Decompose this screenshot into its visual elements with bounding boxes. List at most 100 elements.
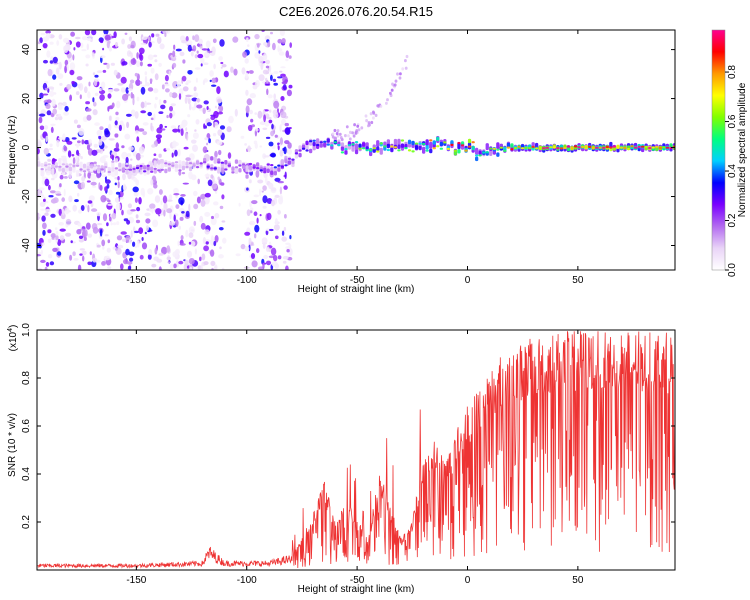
heatmap-speckle <box>153 153 157 156</box>
heatmap-speckle <box>212 38 217 44</box>
heatmap-speckle <box>139 54 144 61</box>
heatmap-ridge-cell <box>245 165 249 173</box>
heatmap-ridge-cell <box>429 139 433 142</box>
heatmap-speckle <box>110 154 115 159</box>
heatmap-speckle <box>217 176 220 181</box>
heatmap-ridge-cell <box>471 145 475 151</box>
heatmap-speckle <box>195 77 198 83</box>
heatmap-speckle <box>255 170 260 178</box>
heatmap-speckle <box>213 265 217 270</box>
heatmap-speckle <box>191 97 198 102</box>
heatmap-speckle <box>281 230 285 236</box>
heatmap-ridge-cell <box>337 143 341 147</box>
heatmap-speckle <box>158 62 162 67</box>
heatmap-speckle <box>103 167 106 173</box>
heatmap-speckle <box>113 88 120 92</box>
y-tick-label: -20 <box>21 189 32 204</box>
heatmap-speckle <box>150 179 154 186</box>
heatmap-speckle <box>121 61 128 66</box>
heatmap-speckle <box>132 150 137 157</box>
heatmap-speckle <box>248 179 252 184</box>
heatmap-speckle <box>54 227 58 231</box>
heatmap-ridge-cell <box>369 148 373 151</box>
heatmap-speckle <box>108 189 113 196</box>
heatmap-speckle <box>46 50 51 58</box>
heatmap-speckle <box>249 92 256 99</box>
heatmap-ridge-cell <box>54 165 58 168</box>
heatmap-ridge-cell <box>111 160 115 163</box>
heatmap-speckle <box>104 175 107 182</box>
heatmap-speckle <box>96 172 101 179</box>
heatmap-ridge-cell <box>591 146 595 150</box>
heatmap-speckle <box>125 156 129 164</box>
heatmap-speckle <box>71 154 75 157</box>
heatmap-speckle <box>226 126 232 133</box>
heatmap-speckle <box>385 101 388 105</box>
heatmap-speckle <box>189 266 193 270</box>
heatmap-speckle <box>132 57 136 64</box>
heatmap-speckle <box>99 94 105 101</box>
heatmap-ridge-cell <box>411 140 415 146</box>
heatmap-speckle <box>70 31 75 37</box>
heatmap-ridge-cell <box>443 141 447 144</box>
heatmap-ridge-cell <box>82 170 87 173</box>
heatmap-ridge-cell <box>174 163 179 169</box>
heatmap-speckle <box>132 241 136 247</box>
heatmap-speckle <box>147 229 153 232</box>
heatmap-ridge-cell <box>97 167 101 172</box>
heatmap-speckle <box>223 70 229 78</box>
heatmap-speckle <box>173 263 177 269</box>
heatmap-ridge-cell <box>503 149 507 152</box>
heatmap-speckle <box>163 209 166 217</box>
heatmap-speckle <box>106 247 111 253</box>
heatmap-speckle <box>195 119 200 125</box>
heatmap-speckle <box>203 261 209 266</box>
heatmap-speckle <box>238 202 241 207</box>
heatmap-speckle <box>185 157 191 162</box>
heatmap-ridge-cell <box>425 149 429 152</box>
heatmap-speckle <box>43 59 48 64</box>
heatmap-speckle <box>86 114 92 121</box>
heatmap-speckle <box>132 226 136 235</box>
heatmap-speckle <box>96 212 102 217</box>
heatmap-speckle <box>85 54 91 59</box>
heatmap-ridge-cell <box>72 164 76 167</box>
heatmap-speckle <box>91 208 98 212</box>
heatmap-speckle <box>43 147 49 155</box>
heatmap-ridge-cell <box>213 156 217 164</box>
heatmap-speckle <box>206 106 209 110</box>
heatmap-ridge-cell <box>114 168 118 176</box>
heatmap-speckle <box>275 235 279 240</box>
heatmap-speckle <box>87 200 93 204</box>
heatmap-speckle <box>250 253 256 259</box>
heatmap-speckle <box>254 224 260 233</box>
heatmap-speckle <box>245 72 249 79</box>
heatmap-speckle <box>265 136 271 139</box>
heatmap-ridge-cell <box>263 171 267 174</box>
heatmap-plot-area <box>37 30 675 270</box>
heatmap-speckle <box>246 98 253 106</box>
heatmap-speckle <box>219 246 222 250</box>
heatmap-speckle <box>109 216 112 222</box>
heatmap-speckle <box>262 262 265 270</box>
heatmap-speckle <box>173 44 176 50</box>
heatmap-speckle <box>99 229 103 237</box>
heatmap-speckle <box>158 153 162 158</box>
heatmap-ridge-cell <box>453 149 458 152</box>
heatmap-speckle <box>136 206 141 212</box>
heatmap-speckle <box>54 116 59 121</box>
heatmap-ridge-cell <box>376 150 380 153</box>
x-tick-label: -100 <box>237 275 257 286</box>
heatmap-ridge-cell <box>556 147 560 150</box>
heatmap-speckle <box>130 109 136 117</box>
heatmap-speckle <box>65 218 72 226</box>
heatmap-speckle <box>80 181 86 190</box>
heatmap-ridge-cell <box>450 143 454 146</box>
heatmap-speckle <box>206 142 209 146</box>
heatmap-speckle <box>165 88 170 93</box>
heatmap-speckle <box>45 103 51 110</box>
heatmap-speckle <box>257 110 263 119</box>
heatmap-ridge-cell <box>248 165 253 171</box>
heatmap-speckle <box>379 104 383 108</box>
heatmap-speckle <box>91 149 98 156</box>
